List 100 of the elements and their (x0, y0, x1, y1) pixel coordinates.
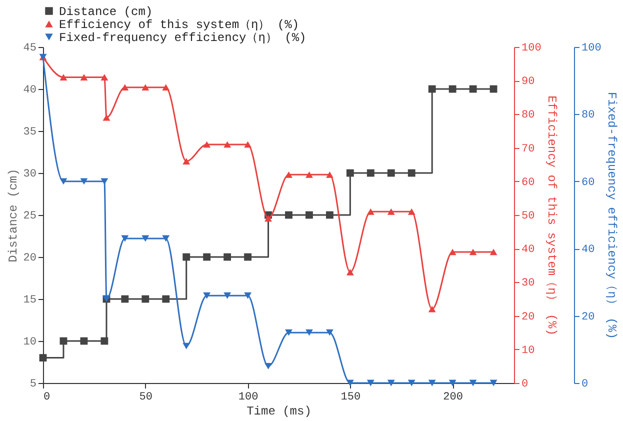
point (387, 380, 395, 386)
point (224, 141, 232, 148)
point (366, 169, 374, 177)
point (162, 84, 170, 91)
y2-tick-label: 40 (522, 244, 535, 256)
point (102, 114, 110, 121)
point (306, 211, 313, 219)
point (428, 306, 436, 312)
y-tick-label: 5 (30, 378, 36, 390)
y2-tick-label: 0 (522, 378, 528, 390)
y-tick-label: 20 (23, 252, 36, 264)
point (224, 253, 232, 261)
point (346, 169, 354, 177)
point (264, 362, 272, 370)
point (142, 235, 150, 242)
y3-tick-label: 60 (582, 176, 595, 189)
y-tick-label: 10 (23, 336, 36, 348)
point (326, 211, 334, 219)
point (39, 354, 47, 362)
y-axis-title: Distance (cm) (6, 168, 20, 262)
point (285, 171, 292, 178)
point (244, 253, 252, 261)
point (346, 268, 354, 276)
y2-tick-label: 50 (522, 210, 535, 222)
point (100, 74, 108, 80)
point (408, 380, 416, 386)
point (142, 84, 150, 91)
y2-tick-label: 90 (522, 76, 535, 88)
point (326, 171, 334, 178)
point (100, 178, 108, 185)
x-tick-label: 150 (340, 392, 361, 404)
point (100, 337, 108, 345)
x-tick-label: 0 (44, 392, 50, 404)
point (182, 342, 190, 350)
y3-tick-label: 80 (582, 110, 595, 122)
x-tick-label: 50 (139, 392, 152, 404)
point (285, 329, 292, 336)
y-tick-label: 30 (23, 168, 36, 180)
point (244, 292, 252, 299)
y3-tick-label: 100 (582, 42, 602, 54)
y2-axis-title: Efficiency of this system（η） (%) (544, 95, 558, 336)
y-tick-label: 35 (23, 126, 36, 138)
point (428, 380, 436, 386)
point (387, 208, 395, 215)
point (60, 178, 68, 185)
y3-tick-label: 20 (582, 311, 595, 324)
point (80, 178, 88, 185)
y2-tick-label: 20 (522, 311, 535, 324)
y2-tick-label: 30 (522, 278, 535, 290)
y-tick-label: 15 (23, 294, 36, 306)
point (142, 295, 150, 303)
point (162, 235, 170, 242)
point (469, 248, 477, 256)
point (264, 215, 272, 222)
y3-tick-label: 40 (582, 244, 595, 256)
point (408, 169, 416, 177)
x-axis-title: Time (ms) (246, 404, 312, 418)
x-tick-label: 100 (238, 392, 258, 404)
point (490, 380, 498, 386)
point (121, 295, 129, 303)
point (121, 84, 129, 91)
y2-tick-label: 60 (522, 176, 535, 189)
legend-label: Efficiency of this system（η） (%) (59, 18, 300, 32)
point (448, 85, 456, 93)
x-tick-label: 200 (443, 392, 463, 404)
legend-label: Fixed-frequency efficiency（η） (%) (59, 31, 306, 45)
point (326, 329, 334, 336)
point (203, 253, 211, 261)
point (448, 380, 456, 386)
point (80, 337, 88, 345)
y-tick-label: 40 (23, 84, 36, 96)
y2-tick-label: 70 (522, 143, 535, 156)
point (469, 85, 477, 93)
point (408, 208, 416, 215)
point (182, 158, 190, 164)
y3-tick-label: 0 (582, 378, 588, 390)
legend-label: Distance (cm) (59, 5, 153, 19)
point (469, 380, 477, 386)
y2-tick-label: 10 (522, 344, 535, 357)
point (448, 248, 456, 256)
y3-axis-title: Fixed-frequency efficiency（η） (%) (604, 92, 618, 340)
y-tick-label: 25 (23, 210, 36, 222)
point (244, 141, 252, 148)
point (490, 248, 498, 256)
y2-tick-label: 100 (522, 42, 542, 54)
point (121, 235, 129, 242)
point (366, 208, 374, 215)
point (80, 74, 88, 80)
point (346, 380, 354, 386)
point (306, 171, 313, 178)
point (203, 141, 211, 148)
y-tick-label: 45 (23, 42, 36, 54)
point (306, 329, 313, 336)
point (224, 292, 232, 299)
point (162, 295, 170, 303)
point (182, 253, 190, 261)
point (285, 211, 292, 219)
point (387, 169, 395, 177)
point (203, 292, 211, 299)
point (366, 380, 374, 386)
